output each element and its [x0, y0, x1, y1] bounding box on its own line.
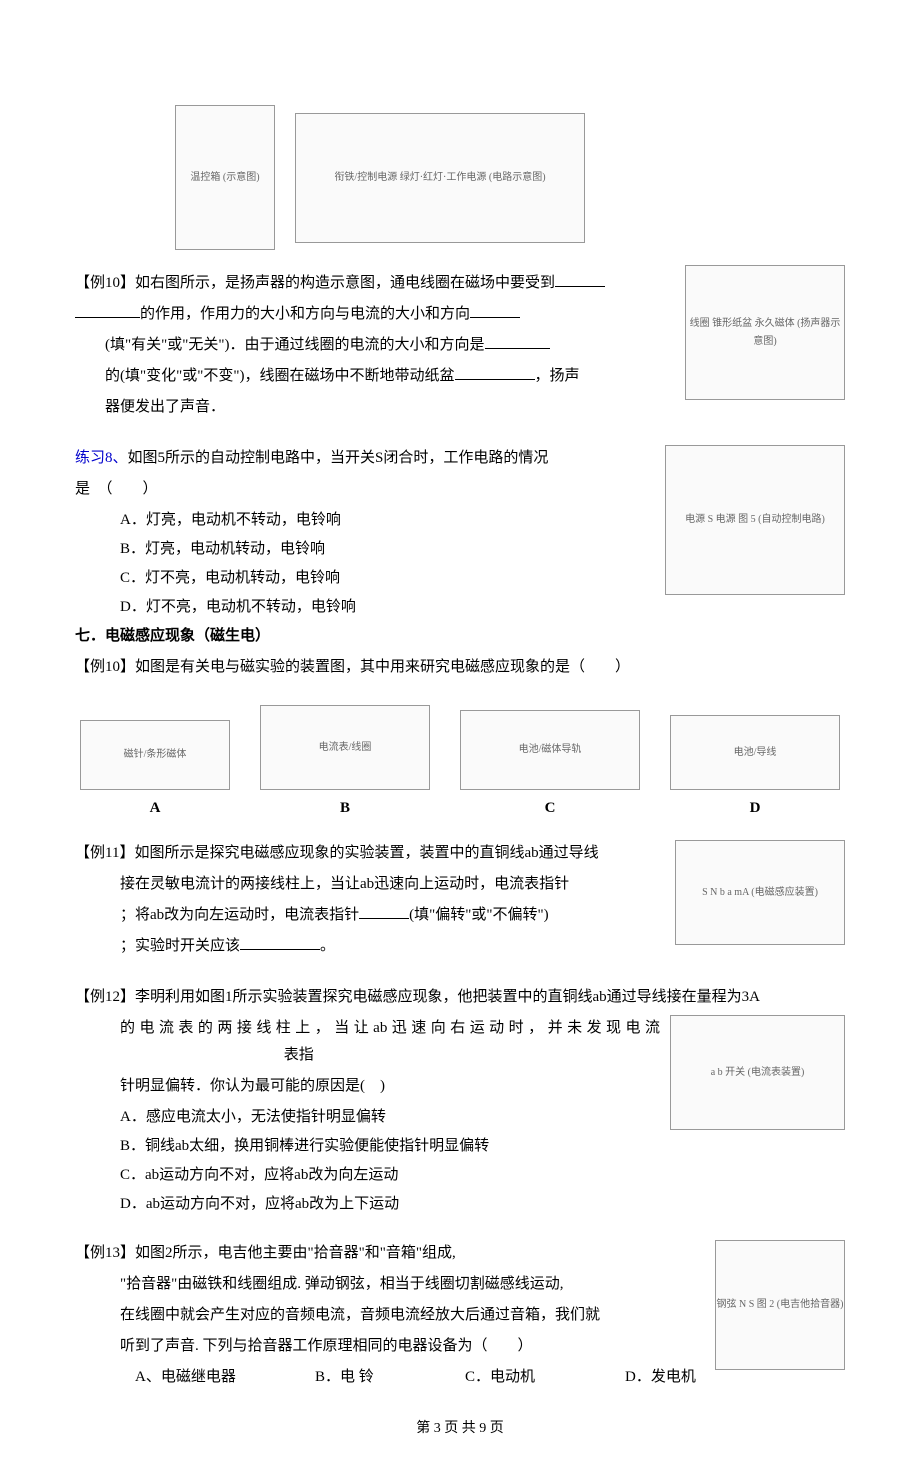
ex10b-prefix: 【例10】: [75, 659, 135, 675]
ex12-l2b: 表指: [284, 1047, 314, 1063]
subfig-b-img: 电流表/线圈: [260, 705, 430, 790]
ex13-opt-d: D．发电机: [625, 1364, 745, 1391]
ex11-l4b: 。: [320, 938, 335, 954]
blank: [555, 272, 605, 287]
subfig-a-img: 磁针/条形磁体: [80, 720, 230, 790]
subfig-c-img: 电池/磁体导轨: [460, 710, 640, 790]
example-13: 钢弦 N S 图 2 (电吉他拾音器) 【例13】如图2所示，电吉他主要由"拾音…: [75, 1240, 845, 1391]
figure-guitar: 钢弦 N S 图 2 (电吉他拾音器): [715, 1240, 845, 1370]
ex13-opt-c: C．电动机: [465, 1364, 625, 1391]
example-11: S N b a mA (电磁感应装置) 【例11】如图所示是探究电磁感应现象的实…: [75, 840, 845, 964]
ex13-opt-a: A、电磁继电器: [135, 1364, 315, 1391]
blank: [455, 365, 535, 380]
ex10b-body: 如图是有关电与磁实验的装置图，其中用来研究电磁感应现象的是（ ）: [135, 659, 630, 675]
ex10a-l2: 的作用，作用力的大小和方向与电流的大小和方向: [140, 306, 470, 322]
ex12-opt-c: C．ab运动方向不对，应将ab改为向左运动: [75, 1162, 845, 1189]
blank: [470, 303, 520, 318]
top-figures-row: 温控箱 (示意图) 衔铁/控制电源 绿灯·红灯·工作电源 (电路示意图): [75, 105, 845, 250]
section-7-title: 七．电磁感应现象（磁生电）: [75, 623, 845, 650]
ex12-opt-b: B．铜线ab太细，换用铜棒进行实验便能使指针明显偏转: [75, 1133, 845, 1160]
blank: [485, 334, 550, 349]
blank: [359, 904, 409, 919]
example-10-speaker: 线圈 锥形纸盆 永久磁体 (扬声器示意图) 【例10】如右图所示，是扬声器的构造…: [75, 270, 845, 425]
ex13-prefix: 【例13】: [75, 1245, 135, 1261]
subfig-c: 电池/磁体导轨 C: [460, 710, 640, 822]
blank: [240, 935, 320, 950]
blank: [75, 303, 140, 318]
ex12-opt-d: D．ab运动方向不对，应将ab改为上下运动: [75, 1191, 845, 1218]
figure-emf: S N b a mA (电磁感应装置): [675, 840, 845, 945]
ex12-l2a: 的电流表的两接线柱上，当让ab迅速向右运动时，并未发现电流: [120, 1020, 660, 1036]
ex10a-l3: (填"有关"或"无关")．由于通过线圈的电流的大小和方向是: [105, 337, 485, 353]
ex11-l1: 如图所示是探究电磁感应现象的实验装置，装置中的直铜线ab通过导线: [134, 845, 598, 861]
ex10a-l4b: ，扬声: [535, 368, 580, 384]
practice8-label: 练习8、: [75, 450, 128, 466]
ex13-options: A、电磁继电器 B．电 铃 C．电动机 D．发电机: [75, 1364, 705, 1391]
page-footer: 第 3 页 共 9 页: [75, 1416, 845, 1441]
subfig-c-label: C: [545, 795, 556, 822]
figure-tempbox: 温控箱 (示意图): [175, 105, 275, 250]
figure-relay-circuit: 衔铁/控制电源 绿灯·红灯·工作电源 (电路示意图): [295, 113, 585, 243]
figure-speaker: 线圈 锥形纸盆 永久磁体 (扬声器示意图): [685, 265, 845, 400]
subfig-d-label: D: [750, 795, 761, 822]
subfig-b: 电流表/线圈 B: [260, 705, 430, 822]
ex10a-l1: 如右图所示，是扬声器的构造示意图，通电线圈在磁场中要受到: [135, 275, 555, 291]
ex10a-l4a: 的(填"变化"或"不变")，线圈在磁场中不断地带动纸盆: [105, 368, 455, 384]
ex12-prefix: 【例12】: [75, 989, 135, 1005]
subfig-a-label: A: [150, 795, 161, 822]
practice-8: 电源 S 电源 图 5 (自动控制电路) 练习8、如图5所示的自动控制电路中，当…: [75, 445, 845, 685]
ex11-l3b: (填"偏转"或"不偏转"): [409, 907, 548, 923]
ex11-l3a: ；将ab改为向左运动时，电流表指针: [120, 907, 359, 923]
ex13-l1: 如图2所示，电吉他主要由"拾音器"和"音箱"组成,: [135, 1245, 456, 1261]
four-subfigures: 磁针/条形磁体 A 电流表/线圈 B 电池/磁体导轨 C 电池/导线 D: [75, 705, 845, 822]
ex12-l1: 李明利用如图1所示实验装置探究电磁感应现象，他把装置中的直铜线ab通过导线接在量…: [135, 989, 760, 1005]
subfig-a: 磁针/条形磁体 A: [80, 720, 230, 822]
figure-meter: a b 开关 (电流表装置): [670, 1015, 845, 1130]
subfig-d-img: 电池/导线: [670, 715, 840, 790]
ex10a-prefix: 【例10】: [75, 275, 135, 291]
subfig-b-label: B: [340, 795, 350, 822]
figure-auto-circuit: 电源 S 电源 图 5 (自动控制电路): [665, 445, 845, 595]
subfig-d: 电池/导线 D: [670, 715, 840, 822]
practice8-opt-d: D．灯不亮，电动机不转动，电铃响: [75, 594, 845, 621]
example-12: 【例12】李明利用如图1所示实验装置探究电磁感应现象，他把装置中的直铜线ab通过…: [75, 984, 845, 1220]
ex11-prefix: 【例11】: [75, 845, 134, 861]
ex13-opt-b: B．电 铃: [315, 1364, 465, 1391]
ex11-l4a: ；实验时开关应该: [120, 938, 240, 954]
practice8-body: 如图5所示的自动控制电路中，当开关S闭合时，工作电路的情况: [128, 450, 549, 466]
